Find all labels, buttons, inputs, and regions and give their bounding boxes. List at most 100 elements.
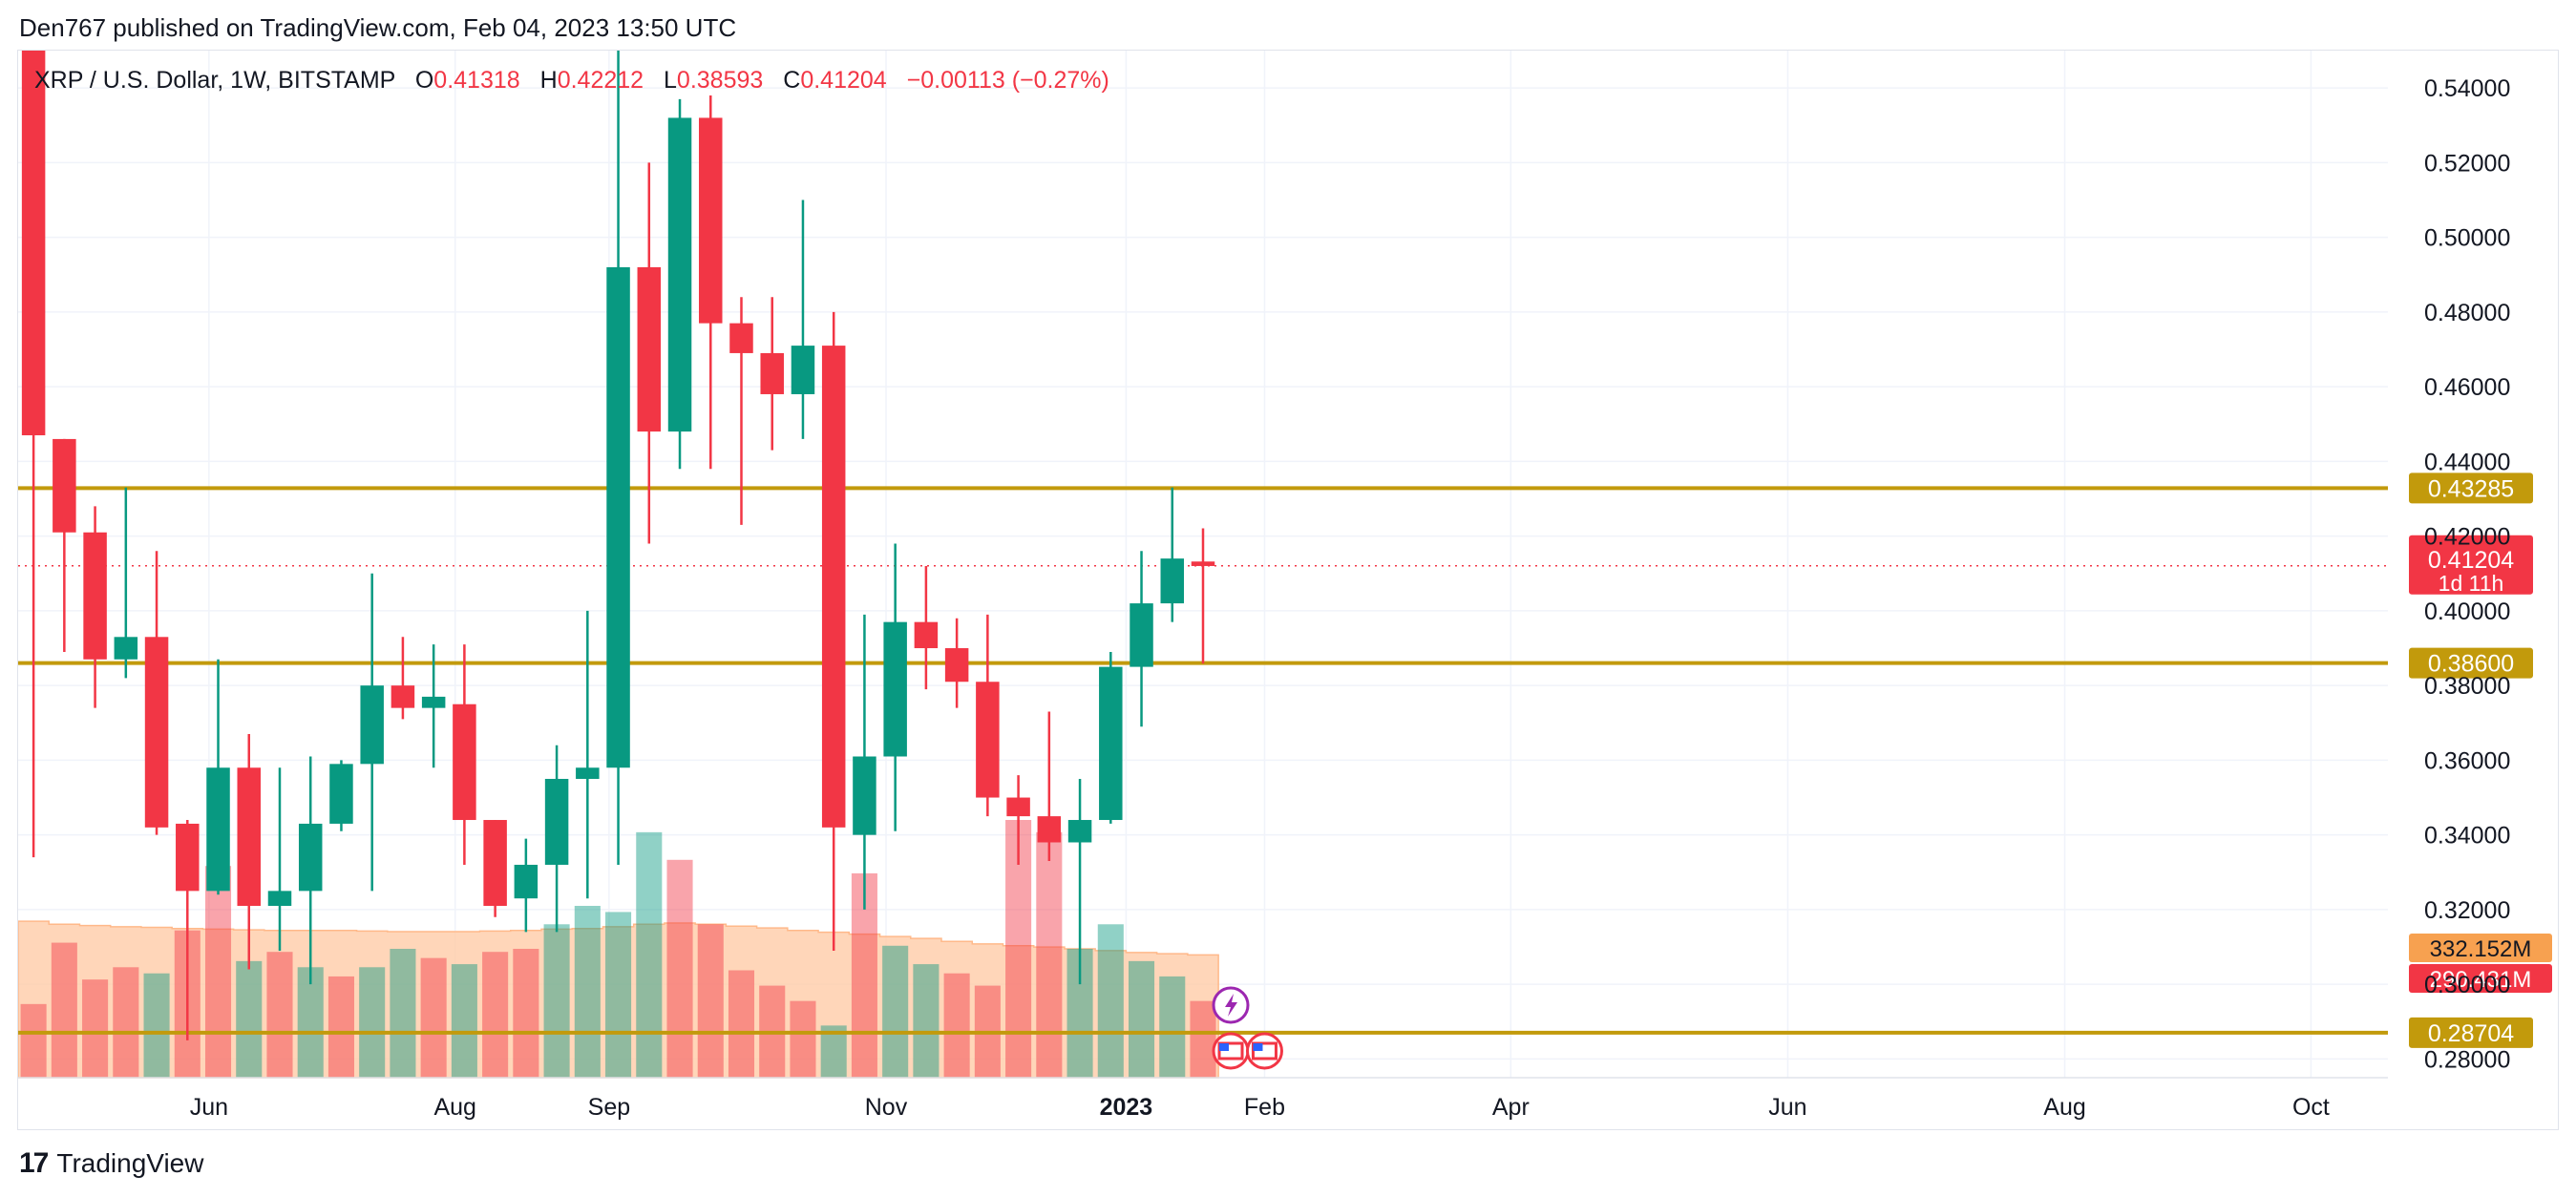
candle-body <box>729 323 753 353</box>
price-tick-label: 0.38000 <box>2424 673 2510 700</box>
legend-close: 0.41204 <box>800 67 887 94</box>
legend-low: 0.38593 <box>676 67 764 94</box>
candle-body <box>206 767 230 892</box>
time-tick-label: Aug <box>2043 1094 2085 1121</box>
candle-body <box>21 51 46 436</box>
countdown-label: 1d 11h <box>2439 571 2504 596</box>
price-tick-label: 0.34000 <box>2424 823 2510 850</box>
volume-bar <box>913 964 940 1078</box>
candle-body <box>1037 816 1062 843</box>
candle-body <box>1130 603 1153 667</box>
volume-bar <box>882 945 909 1078</box>
volume-bar <box>697 924 724 1078</box>
price-tick-label: 0.54000 <box>2424 75 2510 102</box>
volume-bar <box>482 952 509 1078</box>
volume-bar <box>943 973 970 1078</box>
candle-body <box>606 266 630 768</box>
legend-change: −0.00113 (−0.27%) <box>906 67 1109 94</box>
volume-bar <box>728 970 755 1078</box>
chart-frame[interactable]: 0.43285 0.38600 0.28704 0.41204 1d 11h 332.15… <box>17 50 2559 1130</box>
volume-bar <box>420 957 447 1078</box>
volume-bar <box>297 967 324 1078</box>
tradingview-logo-icon[interactable]: 17 <box>19 1147 49 1179</box>
candle-body <box>391 685 415 708</box>
us-flag-icon-canton <box>1219 1043 1230 1051</box>
candle-body <box>114 637 138 660</box>
volume-ma-area <box>18 920 1219 1079</box>
price-tick-label: 0.28000 <box>2424 1046 2510 1073</box>
volume-bar <box>636 831 663 1078</box>
price-tick-label: 0.46000 <box>2424 374 2510 401</box>
candle-body <box>1006 797 1030 817</box>
legend-close-label: C <box>783 67 801 94</box>
level-label: 0.28704 <box>2428 1020 2514 1047</box>
volume-bar <box>113 967 139 1078</box>
event-markers <box>1212 986 1283 1070</box>
volume-bar <box>266 952 293 1078</box>
volume-bar <box>390 949 416 1078</box>
ohlc-legend: XRP / U.S. Dollar, 1W, BITSTAMP O0.41318… <box>34 67 1109 94</box>
footer: 17 TradingView <box>19 1147 203 1180</box>
volume-bar <box>790 1000 816 1078</box>
time-tick-label: Jun <box>1768 1094 1806 1121</box>
candle-body <box>544 778 569 865</box>
candle-body <box>853 756 876 835</box>
candle-body <box>453 704 476 821</box>
time-tick-label: Oct <box>2292 1094 2330 1121</box>
candle-body <box>760 352 784 394</box>
volume-bar <box>666 859 693 1078</box>
candle-body <box>667 117 692 432</box>
candle-body <box>267 891 292 907</box>
price-tick-label: 0.50000 <box>2424 225 2510 252</box>
price-tick-label: 0.48000 <box>2424 300 2510 326</box>
candle-body <box>1160 558 1185 604</box>
publisher-line: Den767 published on TradingView.com, Feb… <box>19 13 737 42</box>
price-tick-label: 0.42000 <box>2424 524 2510 551</box>
volume-bar <box>574 906 601 1078</box>
volume-ma-box <box>2409 934 2552 962</box>
legend-open: 0.41318 <box>433 67 520 94</box>
volume-bar <box>605 912 632 1078</box>
candle-body <box>821 346 846 828</box>
candle-body <box>976 682 1000 798</box>
candle-body <box>883 621 907 757</box>
last-price-label: 0.41204 <box>2428 547 2514 574</box>
lightning-icon-glyph <box>1225 994 1238 1017</box>
legend-low-label: L <box>664 67 677 94</box>
candle-body <box>298 823 323 892</box>
candle-body <box>144 637 169 828</box>
volume-bar <box>451 964 477 1078</box>
candle-body <box>83 532 107 660</box>
volume-bar <box>51 942 77 1078</box>
candle-body <box>1067 820 1092 843</box>
candle-body <box>576 767 600 779</box>
volume-bar <box>143 973 170 1078</box>
volume-bar <box>20 1003 47 1078</box>
level-label-box <box>2409 1017 2533 1048</box>
time-tick-label: Aug <box>433 1094 475 1121</box>
time-tick-label: 2023 <box>1100 1094 1153 1121</box>
volume-bar <box>1036 831 1063 1078</box>
candle-body <box>237 767 262 907</box>
price-tick-label: 0.32000 <box>2424 897 2510 924</box>
candle-body <box>421 696 446 708</box>
candle-body <box>53 438 76 533</box>
candle-body <box>360 685 384 765</box>
time-tick-label: Apr <box>1492 1094 1530 1121</box>
legend-high-label: H <box>539 67 558 94</box>
time-tick-label: Jun <box>190 1094 228 1121</box>
price-tick-label: 0.36000 <box>2424 747 2510 774</box>
volume-current-label: 290.431M <box>2430 967 2532 993</box>
volume-bar <box>359 967 386 1078</box>
axes: 0.54000 0.52000 0.50000 0.48000 0.46000 0.440… <box>18 75 2510 1121</box>
brand-name[interactable]: TradingView <box>56 1148 204 1178</box>
volume-bar <box>543 924 570 1078</box>
legend-symbol[interactable]: XRP / U.S. Dollar, 1W, BITSTAMP <box>34 67 395 94</box>
volume-bar <box>327 976 354 1078</box>
price-tick-label: 0.52000 <box>2424 150 2510 177</box>
volume-bar <box>1159 976 1186 1078</box>
volume-bar <box>1097 924 1124 1078</box>
time-tick-label: Sep <box>588 1094 630 1121</box>
